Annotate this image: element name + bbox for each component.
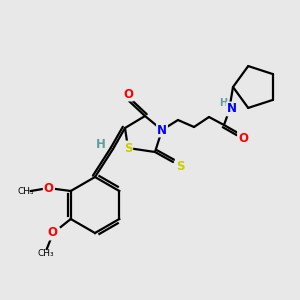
Text: O: O	[238, 131, 248, 145]
Text: H: H	[219, 98, 227, 108]
Text: O: O	[44, 182, 54, 196]
Text: S: S	[176, 160, 184, 172]
Text: N: N	[227, 103, 237, 116]
Text: S: S	[124, 142, 132, 154]
Text: H: H	[96, 137, 106, 151]
Text: O: O	[48, 226, 58, 239]
Text: N: N	[157, 124, 167, 136]
Text: CH₃: CH₃	[17, 188, 34, 196]
Text: O: O	[123, 88, 133, 100]
Text: CH₃: CH₃	[38, 250, 54, 259]
